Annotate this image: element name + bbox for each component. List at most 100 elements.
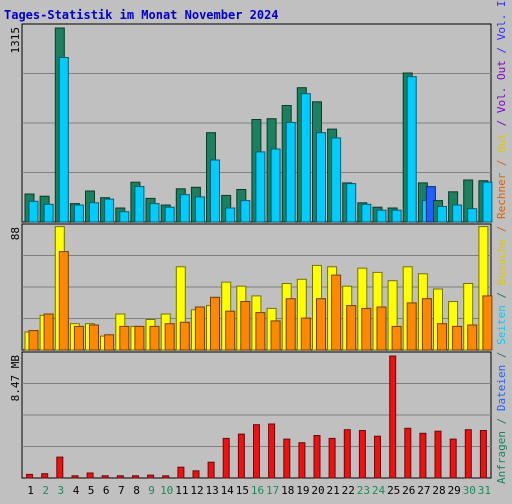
- bar-volumen-day-26: [404, 427, 412, 479]
- bar-rechner-day-6: [104, 334, 115, 351]
- bar-dateien-day-18: [285, 121, 296, 223]
- bar-volumen-day-21: [328, 437, 336, 479]
- bar-volumen-day-27: [419, 432, 427, 479]
- x-axis-labels: 1 2 3 4 5 6 7 8 9 10 11 12 13 14 15 16 17 18 19 20 21 22 23 24 2…: [27, 484, 491, 497]
- x-tick-label-20: 20: [311, 484, 324, 497]
- bar-dateien-day-26: [406, 76, 417, 223]
- bar-dateien-day-8: [134, 186, 145, 223]
- bar-rechner-day-4: [73, 325, 84, 351]
- x-tick-label-9: 9: [148, 484, 155, 497]
- bar-dateien-day-14: [225, 207, 236, 223]
- x-tick-label-24: 24: [372, 484, 386, 497]
- x-tick-label-31: 31: [478, 484, 491, 497]
- chart-title: Tages-Statistik im Monat November 2024: [4, 8, 279, 22]
- bar-volumen-day-8: [132, 475, 139, 479]
- x-tick-label-10: 10: [160, 484, 173, 497]
- bar-volumen-day-30: [464, 429, 472, 479]
- legend-part-14: Vol. In: [495, 0, 508, 40]
- bar-rechner-day-15: [240, 301, 251, 351]
- bar-dateien-day-3: [58, 57, 69, 223]
- x-tick-label-21: 21: [326, 484, 339, 497]
- legend-part-10: Out: [495, 133, 508, 153]
- bar-dateien-day-6: [104, 198, 115, 223]
- bar-rechner-day-14: [225, 310, 236, 351]
- y-max-label: 88: [9, 227, 22, 240]
- bar-rechner-day-24: [376, 306, 387, 351]
- bar-dateien-day-30: [467, 208, 478, 223]
- bar-dateien-day-20: [316, 132, 326, 223]
- bar-rechner-day-17: [270, 320, 281, 351]
- bar-rechner-day-30: [467, 324, 478, 351]
- x-tick-label-4: 4: [73, 484, 80, 497]
- bar-volumen-day-24: [374, 435, 381, 479]
- bar-volumen-day-11: [177, 466, 185, 479]
- bar-volumen-day-10: [162, 475, 170, 479]
- bar-dateien-day-2: [43, 203, 54, 223]
- bar-volumen-day-17: [268, 423, 276, 479]
- x-tick-label-14: 14: [221, 484, 235, 497]
- x-tick-label-1: 1: [27, 484, 34, 497]
- bar-dateien-day-10: [164, 206, 175, 223]
- bar-volumen-day-6: [101, 475, 109, 479]
- bar-rechner-day-9: [149, 325, 160, 351]
- bar-volumen-day-13: [207, 461, 215, 479]
- x-tick-label-13: 13: [205, 484, 218, 497]
- bar-dateien-day-13: [210, 159, 220, 223]
- bar-rechner-day-19: [300, 317, 311, 351]
- bar-dateien-day-23: [361, 203, 372, 223]
- bar-volumen-day-16: [253, 424, 260, 479]
- x-tick-label-5: 5: [88, 484, 95, 497]
- bar-volumen-day-7: [116, 475, 124, 479]
- bar-volumen-day-12: [192, 470, 200, 479]
- panel-volume: 8.47 MB: [9, 351, 492, 479]
- bar-rechner-day-20: [316, 298, 326, 351]
- bar-dateien-day-25: [391, 209, 402, 223]
- x-tick-label-23: 23: [357, 484, 370, 497]
- x-tick-label-28: 28: [432, 484, 445, 497]
- legend-part-8: Rechner: [495, 172, 508, 219]
- bar-rechner-day-16: [255, 312, 266, 351]
- panels-layer: 1315 88 8.47 MB: [9, 23, 493, 479]
- bar-volumen-day-25: [389, 355, 397, 479]
- x-tick-label-25: 25: [387, 484, 400, 497]
- bar-dateien-day-19: [300, 93, 311, 223]
- x-tick-label-6: 6: [103, 484, 110, 497]
- bar-dateien-day-5: [89, 202, 99, 223]
- legend-part-4: Seiten: [495, 305, 508, 345]
- legend-part-6: Besuche: [495, 239, 508, 285]
- bar-dateien-day-24: [376, 209, 387, 223]
- x-tick-label-29: 29: [448, 484, 461, 497]
- bar-rechner-day-29: [452, 325, 463, 351]
- y-max-label: 8.47 MB: [9, 355, 22, 402]
- bar-rechner-day-26: [406, 302, 417, 351]
- bar-volumen-day-3: [56, 456, 64, 479]
- bar-rechner-day-2: [43, 313, 54, 351]
- bar-rechner-day-28: [437, 323, 447, 351]
- x-tick-label-17: 17: [266, 484, 279, 497]
- bar-volumen-day-4: [71, 475, 79, 479]
- legend-part-1: /: [495, 411, 508, 431]
- bar-volumen-day-15: [237, 433, 245, 479]
- x-tick-label-22: 22: [342, 484, 355, 497]
- bar-rechner-day-11: [179, 321, 190, 351]
- legend-part-12: Vol. Out: [495, 60, 508, 113]
- right-axis-legend: Anfragen / Dateien / Seiten / Besuche / …: [495, 0, 508, 484]
- bar-rechner-day-31: [482, 295, 493, 351]
- x-tick-label-2: 2: [42, 484, 49, 497]
- bar-volumen-day-20: [313, 435, 321, 479]
- x-tick-label-3: 3: [57, 484, 64, 497]
- bar-dateien-day-4: [73, 204, 84, 223]
- x-tick-label-8: 8: [133, 484, 140, 497]
- bar-volumen-day-19: [298, 442, 306, 479]
- bar-dateien-day-28: [437, 206, 447, 223]
- legend-part-13: /: [495, 40, 508, 60]
- bar-volumen-day-2: [41, 473, 49, 479]
- x-tick-label-27: 27: [417, 484, 430, 497]
- bar-volumen-day-1: [26, 473, 34, 479]
- bar-volumen-day-29: [449, 438, 457, 479]
- legend-part-5: /: [495, 285, 508, 305]
- bar-dateien-day-11: [179, 194, 190, 223]
- bar-rechner-day-13: [210, 296, 220, 351]
- y-max-label: 1315: [9, 27, 22, 54]
